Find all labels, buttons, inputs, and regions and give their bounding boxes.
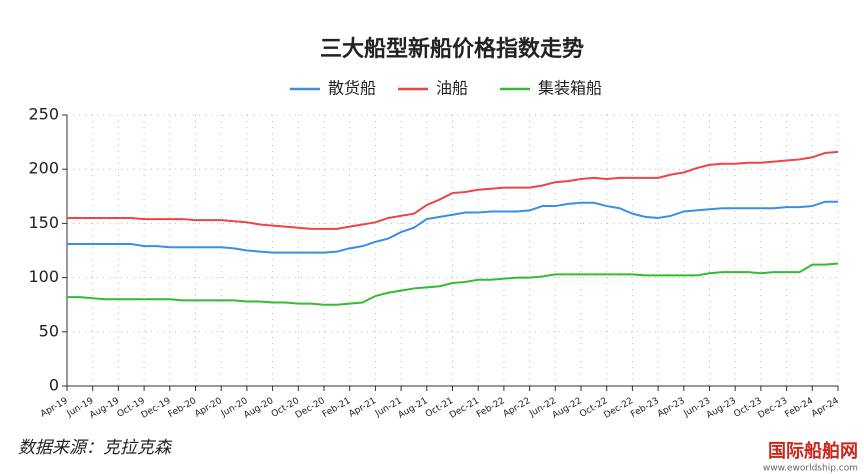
x-tick-label: Aug-23 xyxy=(705,396,738,421)
x-tick-label: Apr-21 xyxy=(347,396,378,420)
watermark: 国际船舶网 xyxy=(768,440,858,462)
legend-label: 集装箱船 xyxy=(538,79,602,98)
series-line xyxy=(67,262,839,306)
x-tick-label: Aug-19 xyxy=(88,396,121,421)
x-tick-label: Dec-23 xyxy=(757,396,790,421)
x-tick-label: Apr-24 xyxy=(810,396,841,420)
x-tick-label: Aug-21 xyxy=(397,396,430,421)
x-tick-label: Feb-20 xyxy=(167,396,199,420)
x-tick-label: Feb-21 xyxy=(321,396,353,420)
series-line xyxy=(67,200,838,254)
x-tick-label: Aug-22 xyxy=(551,396,584,421)
x-tick-label: Feb-23 xyxy=(629,396,661,420)
x-tick-label: Dec-19 xyxy=(140,396,173,421)
y-tick-label: 50 xyxy=(39,321,59,340)
series-line xyxy=(67,150,839,230)
y-tick-label: 200 xyxy=(28,159,59,178)
legend-label: 散货船 xyxy=(328,79,376,98)
x-tick-label: Feb-24 xyxy=(784,396,816,420)
legend-label: 油船 xyxy=(436,79,468,98)
x-tick-label: Apr-23 xyxy=(656,396,687,420)
watermark-url: www.eworldship.com xyxy=(763,464,858,474)
x-tick-label: Dec-20 xyxy=(294,396,327,421)
x-tick-label: Dec-22 xyxy=(602,396,635,421)
y-tick-label: 0 xyxy=(49,376,59,395)
y-tick-label: 150 xyxy=(28,213,59,232)
y-tick-label: 250 xyxy=(28,105,59,124)
x-tick-label: Aug-20 xyxy=(242,396,275,421)
chart-title: 三大船型新船价格指数走势 xyxy=(320,36,584,62)
x-tick-label: Apr-22 xyxy=(502,396,533,420)
x-tick-label: Dec-21 xyxy=(448,396,481,421)
x-tick-label: Apr-20 xyxy=(193,396,224,420)
x-tick-label: Apr-19 xyxy=(39,396,70,420)
source-note: 数据来源：克拉克森 xyxy=(18,438,173,458)
y-tick-label: 100 xyxy=(28,267,59,286)
x-tick-label: Feb-22 xyxy=(475,396,507,420)
